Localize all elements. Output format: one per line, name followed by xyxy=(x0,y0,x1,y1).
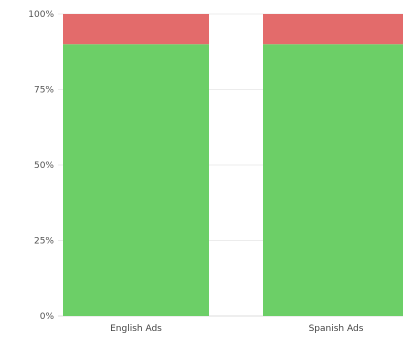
y-tick-label: 50% xyxy=(34,161,54,171)
y-tick-label: 100% xyxy=(28,10,54,20)
bar-segment-2 xyxy=(263,14,403,45)
bar-segment-2 xyxy=(63,14,209,45)
y-tick-label: 75% xyxy=(34,86,54,96)
bar-segment-1 xyxy=(263,44,403,316)
y-tick-label: 0% xyxy=(40,312,55,322)
x-tick-label: Spanish Ads xyxy=(309,324,364,334)
x-tick-label: English Ads xyxy=(110,324,162,334)
bar-segment-1 xyxy=(63,44,209,316)
y-tick-label: 25% xyxy=(34,237,54,247)
